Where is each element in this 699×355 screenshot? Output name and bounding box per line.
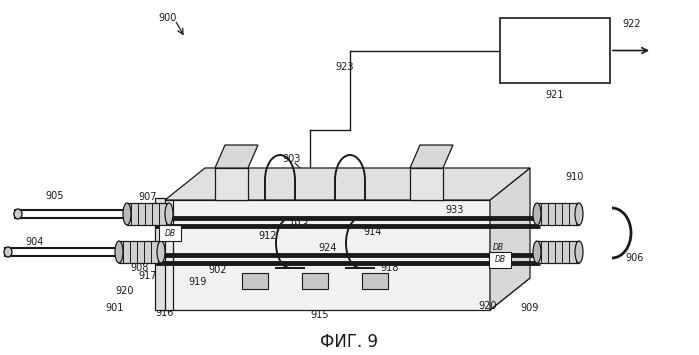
- Polygon shape: [155, 198, 165, 310]
- Text: 901: 901: [106, 303, 124, 313]
- Text: 913: 913: [291, 220, 309, 230]
- Text: DB: DB: [492, 242, 503, 251]
- Bar: [302, 273, 328, 289]
- Polygon shape: [165, 168, 530, 200]
- Text: LPO: LPO: [247, 277, 264, 285]
- Text: 908: 908: [131, 263, 149, 273]
- Ellipse shape: [533, 203, 541, 225]
- Bar: [537, 241, 579, 263]
- Text: ФИГ. 9: ФИГ. 9: [320, 333, 378, 351]
- Polygon shape: [165, 278, 530, 310]
- Bar: [537, 203, 579, 225]
- Text: 906: 906: [626, 253, 644, 263]
- Text: 912: 912: [259, 231, 278, 241]
- Ellipse shape: [115, 241, 123, 263]
- Bar: [119, 241, 161, 263]
- Bar: [489, 252, 511, 268]
- Bar: [159, 225, 181, 241]
- Polygon shape: [490, 168, 530, 310]
- Text: 909: 909: [521, 303, 539, 313]
- Ellipse shape: [575, 203, 583, 225]
- Bar: [500, 18, 610, 83]
- Ellipse shape: [4, 247, 12, 257]
- Bar: [362, 273, 388, 289]
- Text: DB: DB: [164, 229, 175, 237]
- Bar: [127, 203, 169, 225]
- Ellipse shape: [575, 241, 583, 263]
- Text: 917: 917: [138, 271, 157, 281]
- Text: 919: 919: [189, 277, 207, 287]
- Polygon shape: [410, 145, 453, 168]
- Ellipse shape: [14, 209, 22, 219]
- Polygon shape: [410, 168, 443, 200]
- Text: 910: 910: [565, 172, 584, 182]
- Text: 902: 902: [209, 265, 227, 275]
- Text: 914: 914: [363, 227, 382, 237]
- Ellipse shape: [165, 203, 173, 225]
- Ellipse shape: [157, 241, 165, 263]
- Ellipse shape: [123, 203, 131, 225]
- Text: 933: 933: [446, 205, 464, 215]
- Text: 920: 920: [479, 301, 497, 311]
- Text: RPO: RPO: [366, 277, 384, 285]
- Bar: [242, 273, 268, 289]
- Polygon shape: [160, 200, 173, 310]
- Text: 923: 923: [336, 61, 354, 71]
- Text: 915: 915: [311, 310, 329, 320]
- Text: 918: 918: [381, 263, 399, 273]
- Text: 904: 904: [26, 237, 44, 247]
- Text: 920: 920: [116, 286, 134, 296]
- Polygon shape: [215, 145, 258, 168]
- Text: 921: 921: [546, 90, 564, 100]
- Text: DB: DB: [162, 213, 173, 223]
- Text: 907: 907: [138, 192, 157, 202]
- Text: 905: 905: [45, 191, 64, 201]
- Text: 922: 922: [623, 19, 641, 29]
- Text: 916: 916: [156, 308, 174, 318]
- Text: 903: 903: [283, 154, 301, 164]
- Polygon shape: [165, 200, 490, 310]
- Text: 900: 900: [159, 13, 177, 23]
- Text: DB: DB: [494, 256, 505, 264]
- Polygon shape: [215, 168, 248, 200]
- Text: D: D: [312, 277, 318, 285]
- Text: 924: 924: [319, 243, 337, 253]
- Text: 932: 932: [223, 188, 241, 198]
- Text: Электронный
прибор: Электронный прибор: [515, 40, 595, 61]
- Ellipse shape: [533, 241, 541, 263]
